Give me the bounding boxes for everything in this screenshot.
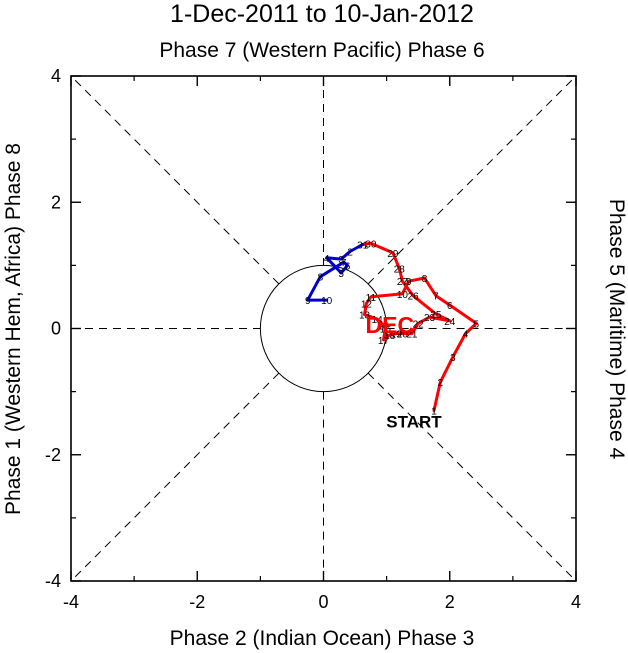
x-tick-label: 4	[571, 592, 581, 612]
x-tick-label: 0	[318, 592, 328, 612]
day-label: 10	[397, 290, 409, 301]
start-label: START	[386, 413, 442, 432]
day-label: 20	[397, 330, 409, 341]
day-label: 21	[406, 330, 418, 341]
day-label: 10	[321, 296, 333, 307]
day-label: 4	[463, 330, 469, 341]
day-label: 27	[397, 277, 409, 288]
day-label: 15	[378, 321, 390, 332]
guide-diagonal-nw	[70, 75, 280, 285]
day-label: 29	[387, 249, 399, 260]
day-label: 24	[444, 317, 456, 328]
day-label: 6	[345, 261, 351, 272]
day-label: 2	[438, 378, 444, 389]
x-tick-label: -2	[189, 592, 205, 612]
day-label: 7	[341, 258, 347, 269]
day-label: 13	[359, 311, 371, 322]
right-axis-label: Phase 5 (Maritime) Phase 4	[605, 199, 628, 460]
day-label: 11	[366, 293, 377, 304]
day-label: 17	[378, 336, 390, 347]
day-label: 3	[338, 255, 344, 266]
day-label: 5	[338, 269, 344, 280]
day-label: 2	[347, 247, 353, 258]
series-lines	[306, 241, 478, 413]
day-label: 25	[430, 310, 442, 321]
chart-title: 1-Dec-2011 to 10-Jan-2012	[170, 0, 474, 28]
x-axis-label: Phase 2 (Indian Ocean) Phase 3	[170, 627, 475, 650]
series-line-dec	[361, 241, 478, 413]
left-axis-label: Phase 1 (Western Hem, Africa) Phase 8	[2, 143, 25, 515]
annotations: START DEC	[366, 312, 443, 432]
day-label: 6	[447, 301, 453, 312]
day-label: 28	[394, 265, 406, 276]
day-label: 5	[473, 319, 479, 330]
guide-diagonal-ne	[367, 75, 577, 285]
y-tick-label: -2	[45, 445, 61, 465]
guide-lines	[70, 75, 577, 582]
day-label: 9	[305, 296, 311, 307]
day-label: 8	[422, 274, 428, 285]
day-label: 31	[357, 241, 369, 252]
day-label: 30	[365, 239, 377, 250]
day-label: 16	[380, 325, 392, 336]
guide-diagonal-se	[367, 372, 577, 582]
day-label: 23	[424, 313, 436, 324]
x-tick-label: -4	[63, 592, 79, 612]
series-line-jan	[306, 243, 365, 302]
x-tick-label: 2	[445, 592, 455, 612]
day-label: 1	[431, 407, 437, 418]
day-label: 18	[384, 331, 396, 342]
y-tick-label: 0	[51, 319, 61, 339]
month-label-dec: DEC	[366, 312, 415, 338]
day-label: 12	[361, 299, 373, 310]
day-label: 22	[413, 319, 425, 330]
y-tick-label: -4	[45, 571, 61, 591]
day-label: 7	[433, 292, 439, 303]
top-axis-label: Phase 7 (Western Pacific) Phase 6	[159, 39, 484, 62]
day-label: 3	[450, 353, 456, 364]
guide-diagonal-sw	[70, 372, 280, 582]
day-label: 8	[318, 273, 324, 284]
y-tick-label: 4	[51, 66, 61, 86]
day-label: 19	[391, 330, 403, 341]
y-tick-label: 2	[51, 192, 61, 212]
day-label: 26	[408, 292, 420, 303]
day-label: 9	[406, 277, 412, 288]
day-label: 4	[324, 254, 330, 265]
day-label: 14	[372, 315, 384, 326]
